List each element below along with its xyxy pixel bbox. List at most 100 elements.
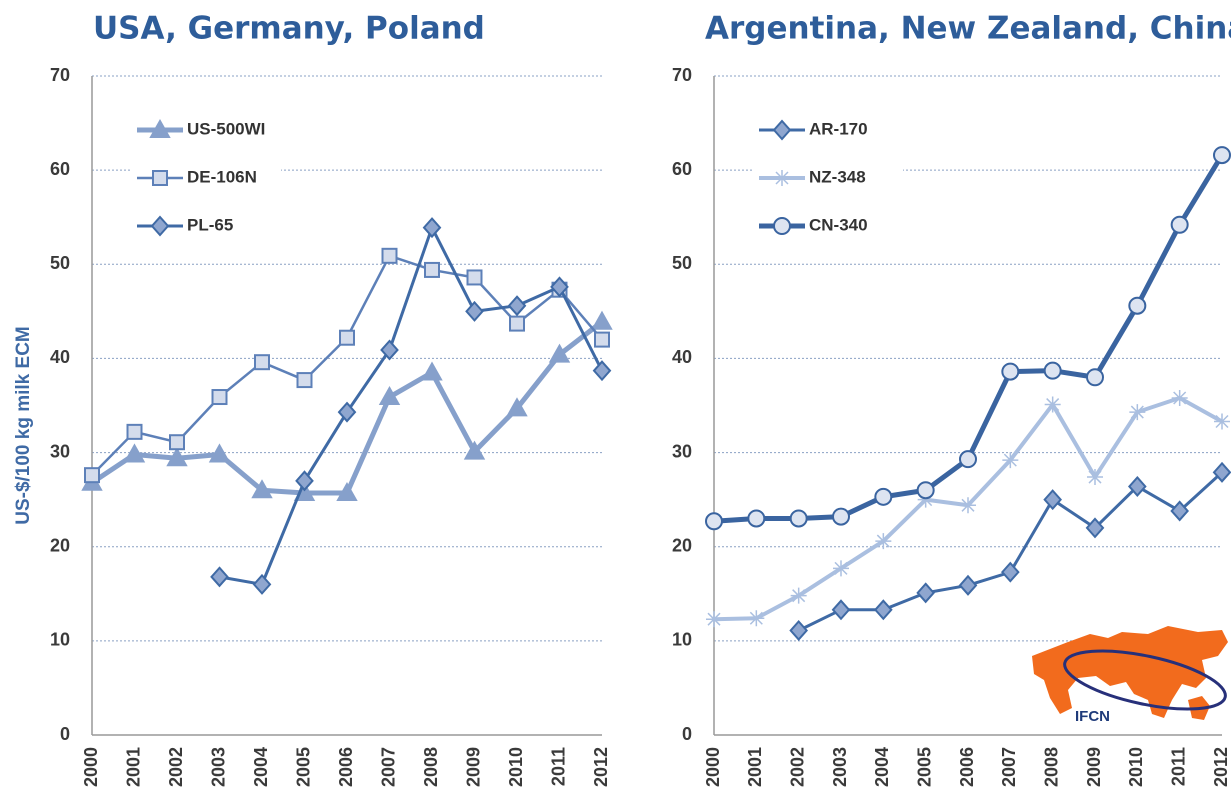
x-tick-label: 2006 [336,747,356,787]
series-line [219,226,604,586]
marker [1127,475,1147,497]
x-tick-label: 2011 [1168,747,1188,786]
marker [1000,561,1020,583]
x-tick-label: 2002 [787,747,807,787]
line-chart: Argentina, New Zealand, China 0 10 20 30 40 50… [672,11,1231,787]
legend-label: CN-340 [809,215,868,234]
legend-label: US-500WI [187,119,265,138]
marker [1213,146,1231,165]
marker [380,339,399,361]
marker [873,599,893,621]
marker [1043,489,1063,511]
x-tick-label: 2004 [872,747,892,787]
y-tick-label: 70 [672,65,692,85]
x-tick-label: 2006 [957,747,977,787]
y-axis-label: US-$/100 kg milk ECM [13,326,34,525]
marker [1086,368,1104,387]
marker [748,610,765,627]
marker [149,118,171,138]
marker [958,574,978,596]
x-tick-label: 2003 [208,747,228,787]
marker [1170,215,1189,234]
marker [208,443,231,463]
line-chart: USA, Germany, Poland US-$/100 kg milk ECM… [13,11,613,787]
x-tick-label: 2012 [1211,747,1231,787]
marker [254,354,270,371]
marker [150,215,170,237]
marker [252,573,272,595]
x-tick-label: 2001 [745,747,765,787]
marker [169,434,185,451]
marker [772,119,792,141]
marker [1214,413,1230,430]
marker [789,509,808,528]
y-tick-label: 10 [50,630,70,650]
legend-label: AR-170 [809,119,868,138]
marker [465,300,484,322]
series-line [91,254,603,477]
marker [1171,389,1188,406]
marker [594,331,610,348]
x-tick-label: 2007 [378,747,398,787]
marker [1087,469,1103,486]
marker [507,295,527,317]
y-tick-label: 0 [60,724,70,744]
y-tick-label: 30 [672,441,692,461]
x-tick-label: 2001 [123,747,143,787]
marker [833,560,849,577]
x-tick-label: 2007 [999,747,1019,787]
y-tick-label: 50 [672,253,692,273]
marker [166,447,188,467]
y-tick-label: 10 [672,630,692,650]
marker [789,619,809,642]
marker [336,482,358,502]
marker [378,385,401,406]
marker [831,599,851,621]
marker [916,481,935,500]
x-tick-label: 2002 [166,747,186,787]
marker [747,509,766,528]
marker [1085,517,1105,539]
logo-orbit [1063,649,1227,711]
x-tick-label: 2005 [914,747,934,787]
marker [506,397,528,417]
x-tick-label: 2004 [251,747,271,787]
series-line [798,471,1224,632]
marker [1170,500,1190,522]
x-tick-label: 2000 [81,747,101,787]
marker [917,491,934,508]
marker [874,487,893,506]
marker [424,261,440,278]
y-tick-label: 0 [682,724,692,744]
y-tick-label: 60 [672,159,692,179]
marker [706,611,722,628]
marker [339,329,355,346]
marker [1044,396,1061,413]
marker [421,361,443,381]
x-tick-label: 2010 [1126,747,1146,787]
y-tick-label: 50 [50,253,70,273]
marker [210,566,229,588]
marker [550,276,569,298]
legend-label: DE-106N [187,167,257,186]
logo: IFCN [1032,626,1228,725]
marker [773,217,791,235]
marker [463,440,486,460]
x-tick-label: 2009 [463,747,483,787]
marker [875,533,892,550]
marker [1128,296,1147,315]
y-tick-label: 60 [50,159,70,179]
chart-title: Argentina, New Zealand, China [705,11,1231,47]
marker [592,360,612,382]
marker [211,389,228,406]
y-tick-label: 20 [50,535,70,555]
marker [591,310,613,330]
x-tick-label: 2008 [421,747,441,787]
marker [1043,361,1062,380]
marker [422,217,442,239]
logo-map [1032,626,1228,718]
marker [251,479,273,499]
x-tick-label: 2010 [506,747,526,787]
marker [832,507,850,526]
